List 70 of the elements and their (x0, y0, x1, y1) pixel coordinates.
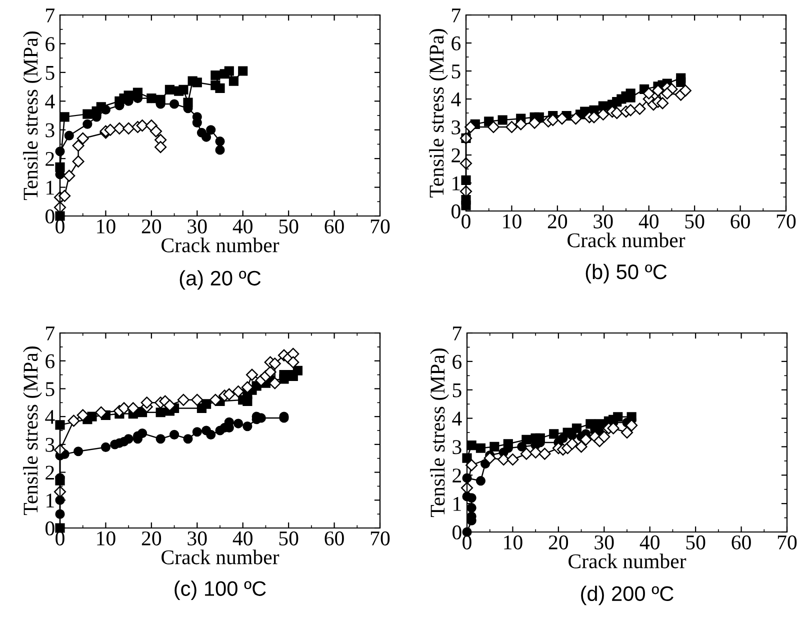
y-tick-label: 0 (46, 521, 54, 536)
y-tick-label: 2 (46, 152, 54, 166)
y-tick-label: 5 (46, 66, 54, 80)
x-axis-title: Crack number (162, 550, 280, 564)
y-tick-label: 3 (46, 438, 54, 452)
y-tick-label: 5 (452, 383, 462, 398)
y-tick-label: 6 (452, 354, 462, 369)
x-tick-label: 10 (504, 535, 522, 550)
y-tick-label: 4 (452, 412, 462, 426)
x-tick-label: 10 (97, 531, 116, 546)
y-tick-label: 3 (452, 120, 460, 134)
y-tick-label: 0 (452, 204, 460, 218)
x-tick-label: 20 (548, 214, 568, 228)
y-tick-label: 6 (46, 354, 55, 368)
x-tick-label: 50 (685, 214, 704, 228)
y-tick-label: 6 (46, 37, 55, 52)
y-tick-label: 2 (452, 148, 460, 162)
x-axis-title: Crack number (568, 232, 686, 248)
x-tick-label: 70 (776, 214, 796, 228)
text: (a) 20 ºC (180, 270, 261, 290)
x-tick-label: 70 (370, 219, 390, 234)
text: (c) 100 ºC (174, 580, 266, 600)
x-axis-title: Crack number (162, 238, 280, 252)
x-tick-label: 70 (370, 531, 390, 546)
x-tick-label: 30 (188, 531, 207, 546)
x-tick-label: 20 (142, 531, 162, 546)
y-tick-label: 7 (453, 326, 462, 340)
y-tick-label: 7 (46, 326, 55, 340)
y-tick-label: 3 (452, 440, 462, 454)
text: (b) 50 ºC (586, 264, 667, 284)
y-axis-title: Tensile stress (MPa) (23, 32, 42, 200)
x-tick-label: 60 (730, 214, 750, 228)
y-tick-label: 1 (454, 497, 461, 511)
y-axis-title: Tensile stress (MPa) (23, 346, 42, 516)
x-tick-label: 30 (594, 535, 614, 550)
text: (d) 200 ºC (581, 586, 674, 606)
y-tick-label: 1 (452, 176, 460, 190)
y-tick-label: 5 (452, 64, 460, 78)
x-tick-label: 40 (232, 219, 252, 234)
y-tick-label: 1 (46, 494, 54, 508)
x-tick-label: 20 (142, 219, 162, 234)
y-tick-label: 4 (45, 94, 55, 108)
y-tick-label: 2 (46, 466, 54, 480)
y-tick-label: 4 (45, 410, 55, 424)
y-tick-label: 7 (46, 8, 55, 22)
x-tick-label: 60 (324, 219, 344, 234)
y-tick-label: 6 (452, 36, 461, 50)
x-tick-label: 40 (640, 535, 660, 550)
x-tick-label: 60 (732, 535, 751, 550)
x-tick-label: 70 (778, 535, 797, 550)
y-tick-label: 1 (46, 180, 54, 195)
y-tick-label: 3 (46, 123, 54, 138)
x-axis-title: Crack number (568, 554, 686, 568)
y-tick-label: 4 (451, 92, 461, 106)
x-tick-label: 20 (548, 535, 568, 550)
x-tick-label: 50 (686, 535, 706, 550)
y-axis-title: Tensile stress (MPa) (429, 29, 448, 198)
x-tick-label: 60 (324, 531, 344, 546)
x-tick-label: 10 (503, 214, 522, 228)
x-tick-label: 30 (594, 214, 613, 228)
x-tick-label: 50 (279, 531, 298, 546)
y-tick-label: 7 (452, 8, 461, 22)
x-tick-label: 40 (232, 531, 252, 546)
y-tick-label: 2 (452, 468, 461, 482)
x-tick-label: 10 (97, 219, 116, 234)
y-axis-title: Tensile stress (MPa) (430, 348, 449, 518)
x-tick-label: 30 (188, 219, 207, 234)
x-tick-label: 40 (638, 214, 658, 228)
x-tick-label: 50 (279, 219, 298, 234)
y-tick-label: 5 (46, 382, 54, 396)
